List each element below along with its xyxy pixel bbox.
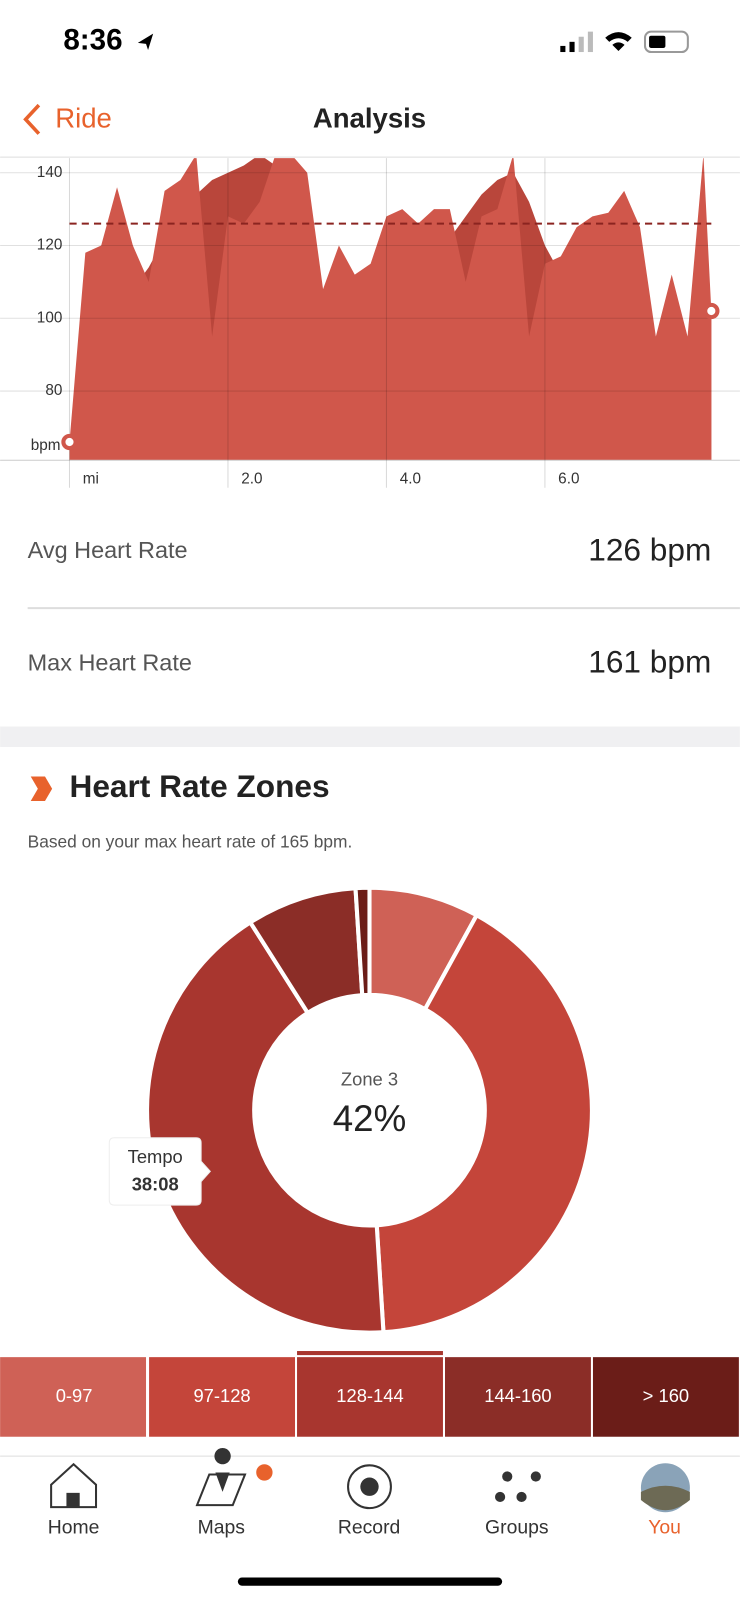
tooltip: [108, 1137, 211, 1206]
wifi-icon: [605, 32, 632, 52]
zone-cell[interactable]: [149, 1357, 295, 1437]
maps-badge: [256, 1464, 273, 1481]
zone-indicator: [297, 1351, 443, 1356]
donut-slice: [374, 912, 594, 1335]
back-button[interactable]: Ride: [55, 103, 112, 134]
stat-label: Max Heart Rate: [28, 649, 192, 675]
x-tick-label: 6.0: [558, 471, 579, 488]
stat-value: 161 bpm: [588, 644, 711, 680]
tab-label[interactable]: Maps: [198, 1517, 245, 1539]
donut-slice: [353, 885, 372, 998]
y-axis-label: bpm: [31, 437, 61, 454]
tab-label[interactable]: Groups: [485, 1517, 549, 1539]
y-tick-label: 80: [45, 382, 62, 399]
nav-title: Analysis: [313, 103, 426, 134]
y-tick-label: 100: [37, 309, 63, 326]
avatar-ground: [640, 1485, 690, 1511]
section-subtitle: Based on your max heart rate of 165 bpm.: [28, 831, 353, 851]
back-chevron[interactable]: [23, 103, 41, 135]
x-tick-label: mi: [83, 471, 99, 488]
zone-label: 97-128: [193, 1385, 250, 1406]
maps-icon[interactable]: [195, 1473, 247, 1507]
tab-label[interactable]: Home: [48, 1517, 100, 1539]
zone-cell[interactable]: [297, 1357, 443, 1437]
x-tick-label: 2.0: [241, 471, 262, 488]
end-marker: [61, 433, 78, 451]
zone-label: 128-144: [336, 1385, 403, 1406]
center-label: Zone 3: [341, 1068, 398, 1089]
groups-icon[interactable]: [495, 1471, 541, 1503]
location-icon: [137, 33, 154, 50]
hr-area: [69, 158, 712, 461]
zone-cell[interactable]: [445, 1357, 591, 1437]
zone-label: 144-160: [484, 1385, 551, 1406]
tooltip-value: 38:08: [132, 1174, 179, 1195]
battery-icon: [643, 30, 689, 54]
stat-label: Avg Heart Rate: [28, 537, 188, 563]
tab-label[interactable]: You: [648, 1517, 681, 1539]
maps-pin: [214, 1447, 231, 1492]
zone-cell[interactable]: [592, 1357, 739, 1437]
section-gap: [0, 726, 740, 747]
y-tick-label: 120: [37, 237, 63, 254]
status-time: 8:36: [63, 24, 122, 57]
end-marker: [703, 302, 720, 320]
record-icon[interactable]: [347, 1464, 392, 1510]
record-dot: [360, 1477, 379, 1496]
center-value: 42%: [333, 1098, 407, 1139]
home-icon[interactable]: [50, 1462, 98, 1509]
section-title: Heart Rate Zones: [69, 768, 329, 804]
home-indicator: [237, 1577, 503, 1586]
stat-value: 126 bpm: [588, 531, 711, 567]
home-icon-door: [66, 1492, 80, 1508]
battery-level: [649, 35, 666, 48]
donut-slice: [145, 919, 386, 1335]
zone-label: 0-97: [56, 1385, 93, 1406]
x-tick-label: 4.0: [400, 471, 421, 488]
section-icon: [30, 776, 53, 802]
tab-label[interactable]: Record: [338, 1517, 400, 1539]
zone-label: > 160: [643, 1385, 689, 1406]
zone-cell[interactable]: [0, 1357, 147, 1437]
tooltip-title: Tempo: [128, 1146, 183, 1167]
y-tick-label: 140: [37, 164, 63, 181]
plot-area: [69, 158, 712, 461]
signal-icon: [560, 31, 593, 53]
